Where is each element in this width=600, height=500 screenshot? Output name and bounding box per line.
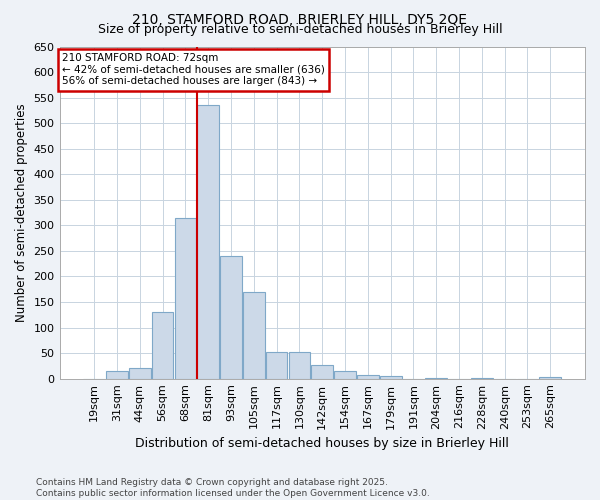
- Text: 210, STAMFORD ROAD, BRIERLEY HILL, DY5 2QE: 210, STAMFORD ROAD, BRIERLEY HILL, DY5 2…: [133, 12, 467, 26]
- Bar: [175, 218, 196, 378]
- Text: Size of property relative to semi-detached houses in Brierley Hill: Size of property relative to semi-detach…: [98, 22, 502, 36]
- Bar: [220, 256, 242, 378]
- Bar: [106, 371, 128, 378]
- Bar: [334, 371, 356, 378]
- X-axis label: Distribution of semi-detached houses by size in Brierley Hill: Distribution of semi-detached houses by …: [136, 437, 509, 450]
- Text: 210 STAMFORD ROAD: 72sqm
← 42% of semi-detached houses are smaller (636)
56% of : 210 STAMFORD ROAD: 72sqm ← 42% of semi-d…: [62, 53, 325, 86]
- Bar: [197, 106, 219, 378]
- Y-axis label: Number of semi-detached properties: Number of semi-detached properties: [15, 104, 28, 322]
- Bar: [129, 368, 151, 378]
- Bar: [311, 365, 333, 378]
- Bar: [152, 312, 173, 378]
- Bar: [539, 377, 561, 378]
- Text: Contains HM Land Registry data © Crown copyright and database right 2025.
Contai: Contains HM Land Registry data © Crown c…: [36, 478, 430, 498]
- Bar: [289, 352, 310, 378]
- Bar: [266, 352, 287, 378]
- Bar: [380, 376, 401, 378]
- Bar: [357, 375, 379, 378]
- Bar: [243, 292, 265, 378]
